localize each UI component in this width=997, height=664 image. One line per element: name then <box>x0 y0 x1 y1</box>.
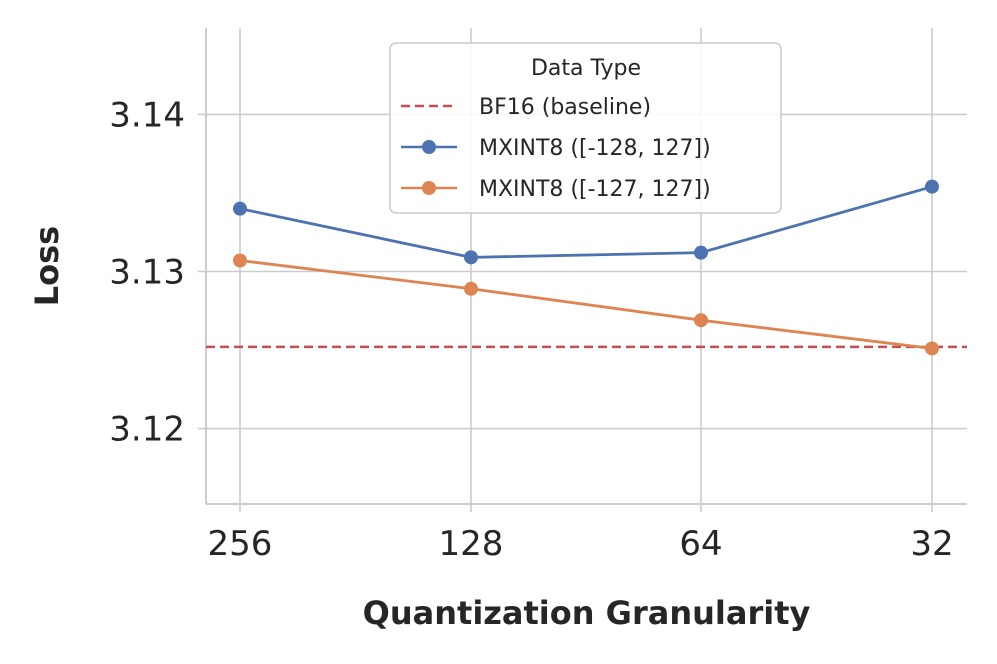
tick-labels: 256 128 64 32 3.12 3.13 3.14 <box>109 95 953 564</box>
series-2 <box>233 253 939 356</box>
data-point <box>694 313 708 328</box>
data-point <box>925 341 939 356</box>
x-tick-label: 128 <box>439 524 504 564</box>
legend-label: BF16 (baseline) <box>479 95 651 120</box>
legend-label: MXINT8 ([-128, 127]) <box>479 136 711 161</box>
legend-entry: BF16 (baseline) <box>401 95 651 120</box>
y-axis-title: Loss <box>28 226 66 306</box>
data-point <box>694 245 708 260</box>
series-line <box>239 185 933 259</box>
axes <box>198 28 967 512</box>
data-point <box>464 250 478 265</box>
y-tick-label: 3.14 <box>109 95 185 135</box>
legend-marker <box>422 181 436 195</box>
legend-frame <box>389 42 782 214</box>
y-tick-label: 3.13 <box>109 252 185 292</box>
series-layer <box>233 179 939 356</box>
legend-label: MXINT8 ([-127, 127]) <box>479 177 711 202</box>
data-point <box>233 201 247 216</box>
legend-entry: MXINT8 ([-128, 127]) <box>401 136 711 161</box>
data-point <box>925 179 939 194</box>
data-point <box>464 281 478 296</box>
legend-entries: BF16 (baseline) MXINT8 ([-128, 127]) MXINT… <box>401 95 711 202</box>
legend-title: Data Type <box>531 56 641 81</box>
series-1 <box>233 179 939 265</box>
legend-marker <box>422 140 436 154</box>
x-tick-label: 256 <box>208 524 273 564</box>
x-tick-label: 32 <box>910 524 953 564</box>
y-tick-label: 3.12 <box>109 410 185 450</box>
x-axis-title: Quantization Granularity <box>363 594 811 632</box>
data-point <box>233 253 247 268</box>
legend-entry: MXINT8 ([-127, 127]) <box>401 177 711 202</box>
x-tick-label: 64 <box>679 524 722 564</box>
legend: Data Type BF16 (baseline) MXINT8 ([-128, … <box>389 42 782 214</box>
series-line <box>239 259 933 350</box>
